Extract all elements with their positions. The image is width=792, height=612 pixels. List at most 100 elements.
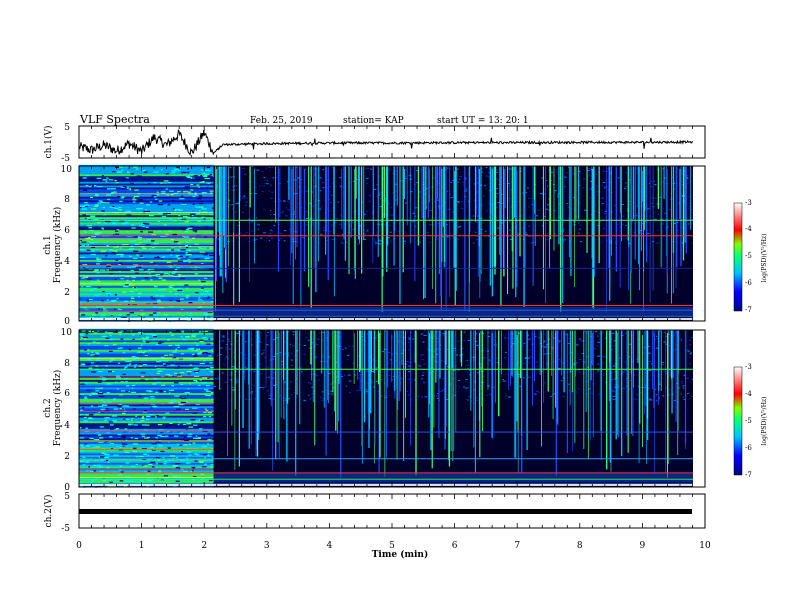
spectral-noise — [175, 463, 181, 465]
spectral-noise — [179, 432, 184, 434]
spectral-band — [79, 400, 214, 403]
spectral-noise — [221, 372, 224, 374]
spectral-noise — [688, 208, 690, 210]
spectral-noise — [463, 386, 465, 388]
spectral-noise — [202, 180, 205, 183]
figure-title: VLF Spectra — [79, 113, 150, 126]
spectral-noise — [81, 244, 86, 246]
spectral-noise — [86, 217, 91, 219]
spectral-noise — [203, 360, 207, 362]
end-of-record — [693, 166, 705, 321]
spectral-noise — [152, 359, 155, 361]
spectral-noise — [571, 364, 575, 366]
spectral-noise — [436, 397, 440, 399]
spectral-noise — [231, 240, 233, 242]
spectral-noise — [640, 368, 642, 370]
spectral-noise — [257, 223, 259, 225]
spectral-band — [79, 298, 214, 301]
spectral-noise — [338, 223, 341, 225]
spectral-noise — [603, 187, 606, 189]
spectral-band — [79, 428, 214, 431]
spectral-noise — [204, 236, 208, 238]
spectral-noise — [377, 194, 380, 196]
spectral-noise — [90, 238, 94, 240]
spectral-noise — [125, 281, 131, 283]
spectral-noise — [104, 457, 110, 459]
spectral-noise — [126, 279, 129, 281]
spectral-noise — [129, 255, 132, 257]
spectral-noise — [93, 218, 99, 221]
ch2-cb-tick-3: -3 — [745, 363, 752, 371]
spectral-noise — [414, 379, 417, 381]
spectral-noise — [102, 206, 105, 209]
spectral-noise — [287, 209, 290, 211]
spectral-noise — [362, 356, 364, 358]
spectral-noise — [199, 263, 205, 266]
spectral-noise — [272, 167, 274, 169]
spectral-noise — [141, 417, 145, 420]
spectral-noise — [188, 315, 192, 317]
spectral-band — [79, 334, 214, 337]
spectral-noise — [623, 238, 625, 240]
spectral-noise — [123, 418, 126, 420]
spectral-noise — [114, 179, 117, 182]
spectral-noise — [208, 455, 210, 457]
spectral-noise — [475, 396, 478, 398]
spectral-noise — [447, 190, 449, 192]
spectral-noise — [157, 299, 161, 301]
spectral-noise — [648, 399, 652, 401]
spectral-noise — [651, 202, 654, 204]
spectral-noise — [523, 342, 526, 344]
spectral-noise — [156, 256, 160, 258]
spectral-noise — [255, 193, 257, 195]
spectral-noise — [180, 309, 184, 311]
spectral-noise — [209, 190, 215, 192]
spectral-noise — [680, 339, 683, 341]
spectral-noise — [182, 235, 185, 238]
spectral-noise — [124, 378, 129, 380]
spectral-noise — [565, 334, 568, 336]
spectral-noise — [126, 390, 129, 393]
spectral-noise — [404, 243, 407, 245]
spectral-noise — [141, 375, 145, 378]
spectral-noise — [156, 191, 160, 193]
spectral-noise — [81, 286, 84, 288]
spectral-noise — [174, 209, 177, 211]
spectral-noise — [482, 222, 485, 224]
spectral-noise — [268, 359, 272, 361]
spectral-noise — [186, 370, 192, 373]
spectral-noise — [476, 191, 479, 193]
spectral-band — [79, 313, 214, 316]
spectral-noise — [519, 170, 522, 172]
spectral-noise — [82, 336, 88, 339]
spectral-noise — [107, 401, 112, 403]
spectral-noise — [562, 239, 566, 241]
spectral-noise — [586, 393, 588, 395]
spectral-noise — [92, 341, 96, 343]
spectral-noise — [225, 356, 229, 358]
spectral-noise — [548, 209, 551, 211]
spectral-noise — [163, 288, 166, 290]
spectral-noise — [184, 186, 190, 188]
spectral-noise — [82, 307, 88, 309]
spectral-noise — [199, 379, 202, 381]
spectral-noise — [186, 254, 192, 256]
spectral-noise — [443, 388, 445, 390]
time-axis-tick-label: 5 — [389, 541, 395, 551]
spectral-noise — [612, 398, 616, 400]
spectral-band — [79, 207, 214, 210]
spectral-noise — [209, 371, 214, 373]
spectral-noise — [433, 201, 436, 203]
spectral-noise — [186, 241, 190, 243]
spectral-noise — [196, 454, 200, 456]
spectral-noise — [139, 255, 144, 257]
spectral-band — [79, 458, 214, 461]
spectral-noise — [604, 186, 608, 188]
spectral-noise — [186, 451, 191, 453]
spectral-band — [79, 464, 214, 467]
spectral-noise — [138, 296, 140, 298]
spectral-noise — [153, 182, 156, 184]
spectral-band — [79, 214, 214, 218]
spectral-band — [79, 294, 214, 298]
spectral-noise — [82, 456, 86, 459]
